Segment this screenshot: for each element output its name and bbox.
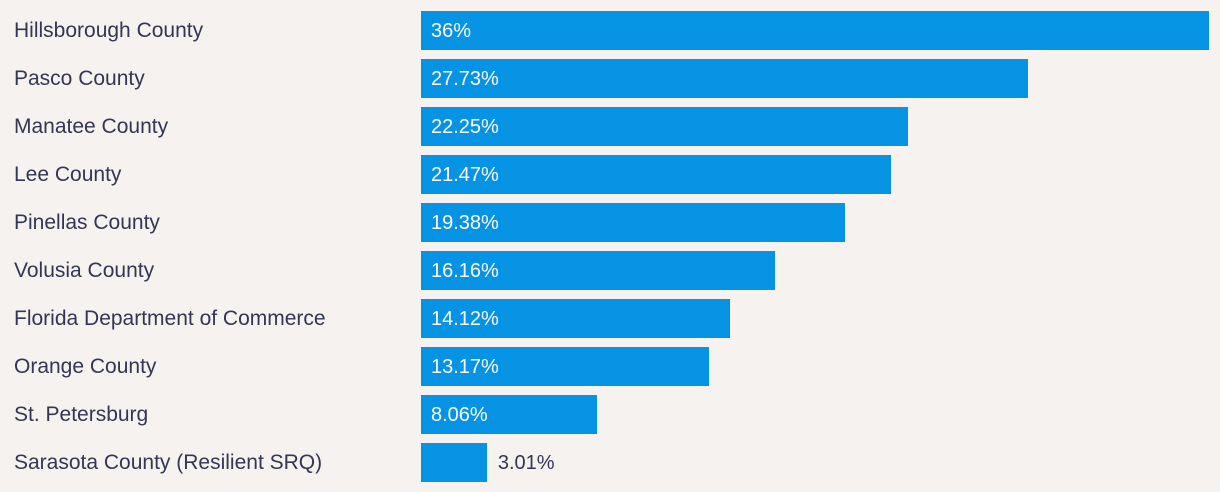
bar: 27.73% — [421, 59, 1028, 98]
bar — [421, 443, 487, 482]
chart-row: Florida Department of Commerce 14.12% — [14, 299, 1209, 338]
value-label: 8.06% — [431, 403, 488, 426]
bar-area: 21.47% — [421, 155, 1209, 194]
value-label: 21.47% — [431, 163, 499, 186]
category-label: Manatee County — [14, 114, 169, 138]
bar-area: 16.16% — [421, 251, 1209, 290]
bar-area: 27.73% — [421, 59, 1209, 98]
bar-area: 13.17% — [421, 347, 1209, 386]
category-label: Florida Department of Commerce — [14, 306, 326, 330]
bar: 21.47% — [421, 155, 891, 194]
bar-area: 36% — [421, 11, 1209, 50]
bar-area: 14.12% — [421, 299, 1209, 338]
bar-area: 19.38% — [421, 203, 1209, 242]
chart-row: Lee County 21.47% — [14, 155, 1209, 194]
value-label: 19.38% — [431, 211, 499, 234]
chart-row: Hillsborough County 36% — [14, 11, 1209, 50]
chart-row: Manatee County 22.25% — [14, 107, 1209, 146]
bar: 13.17% — [421, 347, 710, 386]
category-label: St. Petersburg — [14, 402, 149, 426]
value-label: 16.16% — [431, 259, 499, 282]
category-label: Hillsborough County — [14, 18, 204, 42]
chart-row: Orange County 13.17% — [14, 347, 1209, 386]
bar-area: 8.06% — [421, 395, 1209, 434]
value-label: 27.73% — [431, 67, 499, 90]
value-label: 36% — [431, 19, 472, 42]
category-label: Pinellas County — [14, 210, 160, 234]
value-label: 14.12% — [431, 307, 499, 330]
bar: 8.06% — [421, 395, 598, 434]
category-label: Pasco County — [14, 66, 145, 90]
chart-row: Pasco County 27.73% — [14, 59, 1209, 98]
value-label: 22.25% — [431, 115, 499, 138]
category-label: Volusia County — [14, 258, 155, 282]
chart-row: Volusia County 16.16% — [14, 251, 1209, 290]
chart-row: Sarasota County (Resilient SRQ) 3.01% — [14, 443, 1209, 482]
chart-row: St. Petersburg 8.06% — [14, 395, 1209, 434]
bar-area: 22.25% — [421, 107, 1209, 146]
bar: 22.25% — [421, 107, 909, 146]
bar: 16.16% — [421, 251, 775, 290]
bar: 36% — [421, 11, 1209, 50]
category-label: Sarasota County (Resilient SRQ) — [14, 450, 323, 474]
category-label: Lee County — [14, 162, 122, 186]
chart-row: Pinellas County 19.38% — [14, 203, 1209, 242]
value-label: 3.01% — [497, 451, 555, 474]
bar: 19.38% — [421, 203, 846, 242]
bar: 14.12% — [421, 299, 731, 338]
bar-area: 3.01% — [421, 443, 1209, 482]
value-label: 13.17% — [431, 355, 499, 378]
category-label: Orange County — [14, 354, 157, 378]
